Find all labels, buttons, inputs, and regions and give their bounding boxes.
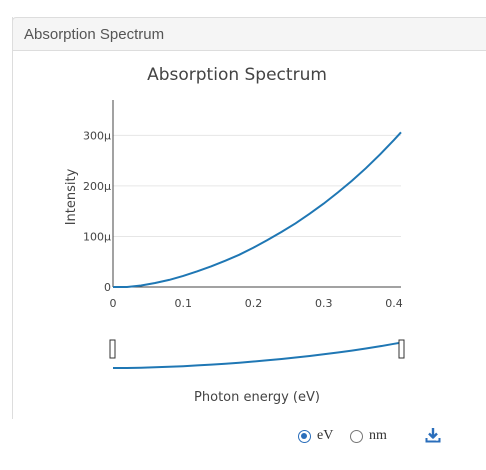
chart-grid bbox=[113, 134, 401, 237]
panel-title: Absorption Spectrum bbox=[24, 26, 165, 43]
series-line bbox=[113, 131, 402, 288]
radio-nm-button[interactable] bbox=[350, 429, 363, 443]
y-axis-label: Intensity bbox=[64, 168, 79, 225]
y-tick-label: 300µ bbox=[83, 129, 111, 142]
x-tick-labels: 0 0.1 0.2 0.3 0.4 bbox=[110, 297, 403, 310]
spectrum-panel bbox=[12, 17, 486, 419]
radio-ev-label: eV bbox=[317, 428, 334, 443]
unit-radio-ev[interactable]: eV bbox=[298, 426, 333, 446]
y-tick-label: 200µ bbox=[83, 180, 111, 193]
y-tick-label: 0 bbox=[104, 281, 111, 294]
panel-header: Absorption Spectrum bbox=[12, 17, 486, 51]
x-tick-label: 0.1 bbox=[174, 297, 192, 310]
download-icon[interactable] bbox=[425, 427, 441, 443]
unit-radio-nm[interactable]: nm bbox=[350, 426, 387, 446]
radio-ev-button[interactable] bbox=[298, 429, 311, 443]
x-tick-label: 0 bbox=[110, 297, 117, 310]
range-slider-handle-left[interactable] bbox=[109, 339, 116, 359]
range-slider-series-line bbox=[113, 341, 402, 369]
y-tick-label: 100µ bbox=[83, 230, 111, 243]
y-tick-labels: 0 100µ 200µ 300µ bbox=[83, 129, 111, 294]
x-tick-label: 0.4 bbox=[385, 297, 403, 310]
unit-controls: eV nm bbox=[298, 426, 478, 446]
main-plot[interactable] bbox=[113, 131, 402, 288]
range-slider-handle-right[interactable] bbox=[398, 339, 405, 359]
x-axis-label: Photon energy (eV) bbox=[194, 390, 320, 405]
chart-title: Absorption Spectrum bbox=[147, 65, 327, 85]
range-slider[interactable] bbox=[113, 341, 402, 369]
x-tick-label: 0.2 bbox=[245, 297, 263, 310]
x-tick-label: 0.3 bbox=[315, 297, 333, 310]
radio-nm-label: nm bbox=[369, 428, 387, 443]
